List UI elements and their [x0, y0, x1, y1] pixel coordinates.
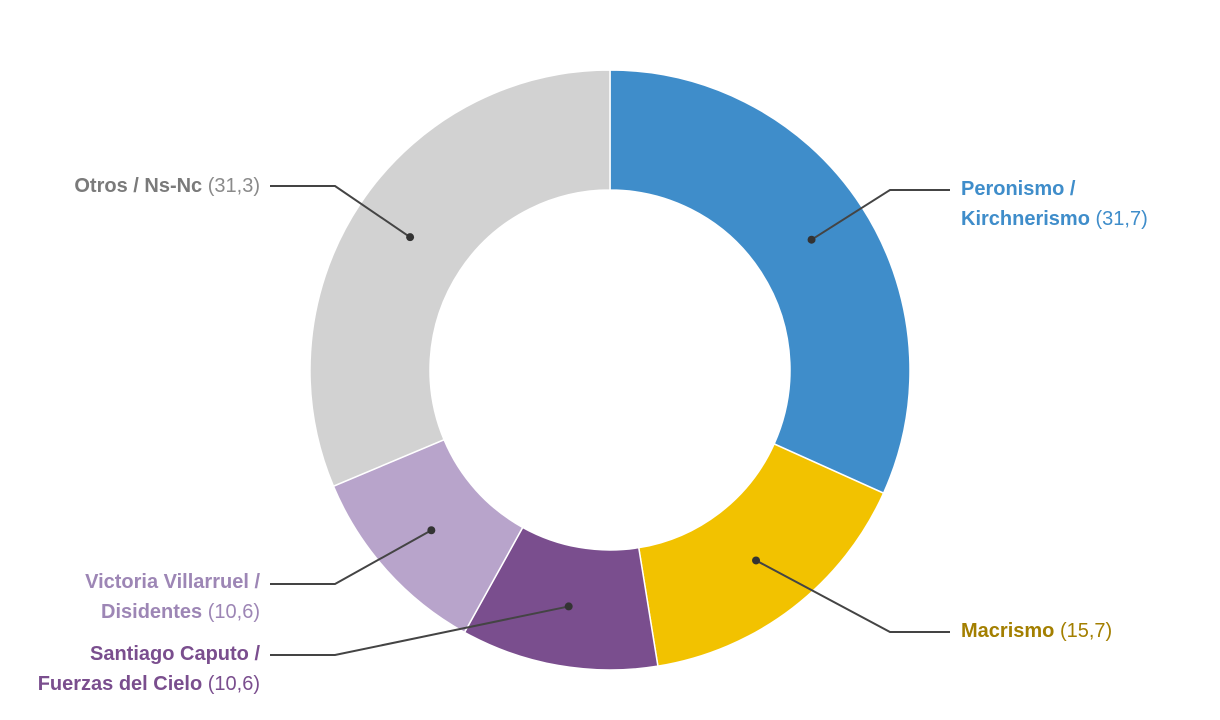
dot-santiago-caputo	[564, 602, 573, 611]
dot-macrismo	[752, 556, 761, 565]
leader-peronismo-kirchnerismo	[811, 189, 950, 241]
slice-macrismo	[637, 442, 885, 668]
leader-lines	[270, 185, 950, 656]
dot-victoria-villarruel	[427, 526, 436, 535]
leader-victoria-villarruel	[270, 529, 432, 585]
label-macrismo: Macrismo (15,7)	[961, 620, 1113, 642]
donut-slices	[309, 69, 911, 671]
label-otros-ns-nc: Otros / Ns-Nc (31,3)	[74, 175, 260, 197]
slice-peronismo-kirchnerismo	[609, 69, 911, 495]
dot-peronismo-kirchnerismo	[807, 235, 816, 244]
leader-otros-ns-nc	[270, 185, 411, 238]
label-victoria-villarruel-disidentes: Victoria Villarruel / Disidentes (10,6)	[85, 571, 260, 623]
slice-otros-ns-nc	[309, 69, 611, 488]
dot-otros-ns-nc	[406, 233, 415, 242]
leader-macrismo	[755, 559, 950, 633]
label-santiago-caputo-fuerzas-del-cielo: Santiago Caputo / Fuerzas del Cielo (10,…	[37, 643, 260, 695]
label-peronismo-kirchnerismo: Peronismo / Kirchnerismo (31,7)	[961, 178, 1148, 230]
leader-santiago-caputo	[270, 605, 569, 656]
